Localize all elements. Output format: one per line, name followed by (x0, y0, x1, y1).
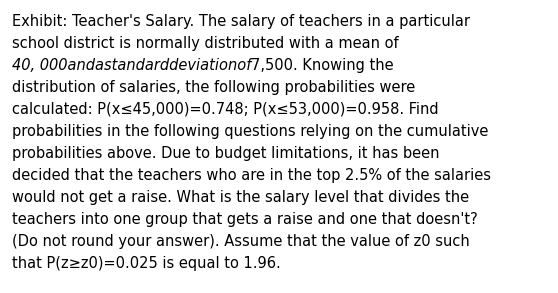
Text: that P(z≥z0)=0.025 is equal to 1.96.: that P(z≥z0)=0.025 is equal to 1.96. (12, 256, 281, 271)
Text: decided that the teachers who are in the top 2.5% of the salaries: decided that the teachers who are in the… (12, 168, 491, 183)
Text: probabilities above. Due to budget limitations, it has been: probabilities above. Due to budget limit… (12, 146, 440, 161)
Text: school district is normally distributed with a mean of: school district is normally distributed … (12, 36, 398, 51)
Text: 7,500. Knowing the: 7,500. Knowing the (251, 58, 394, 73)
Text: would not get a raise. What is the salary level that divides the: would not get a raise. What is the salar… (12, 190, 469, 205)
Text: calculated: P(x≤45,000)=0.748; P(x≤53,000)=0.958. Find: calculated: P(x≤45,000)=0.748; P(x≤53,00… (12, 102, 439, 117)
Text: Exhibit: Teacher's Salary. The salary of teachers in a particular: Exhibit: Teacher's Salary. The salary of… (12, 14, 470, 29)
Text: probabilities in the following questions relying on the cumulative: probabilities in the following questions… (12, 124, 488, 139)
Text: teachers into one group that gets a raise and one that doesn't?: teachers into one group that gets a rais… (12, 212, 478, 227)
Text: distribution of salaries, the following probabilities were: distribution of salaries, the following … (12, 80, 415, 95)
Text: 40, 000andastandarddeviationof: 40, 000andastandarddeviationof (12, 58, 251, 73)
Text: (Do not round your answer). Assume that the value of z0 such: (Do not round your answer). Assume that … (12, 234, 470, 249)
